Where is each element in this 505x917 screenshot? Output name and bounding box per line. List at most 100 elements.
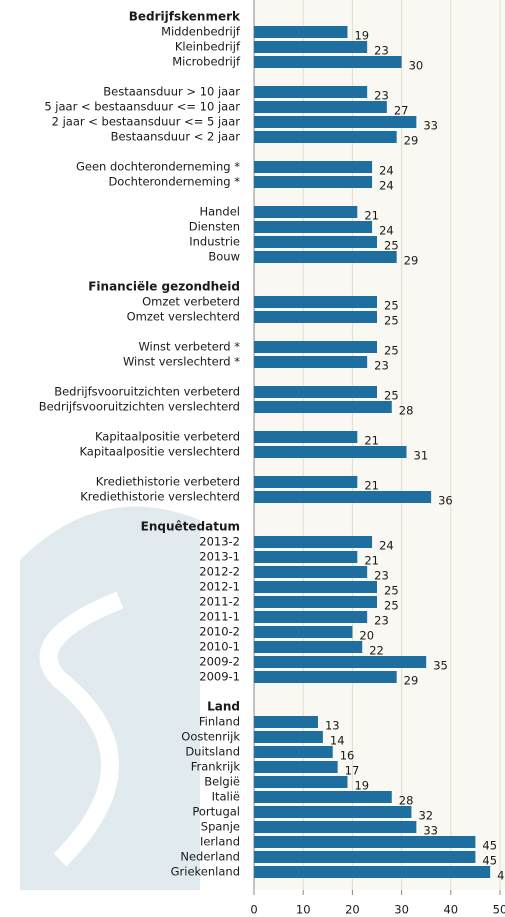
bar <box>254 221 373 233</box>
section-heading: Land <box>207 700 240 714</box>
category-label: 2009-2 <box>199 655 240 669</box>
category-label: Dochteronderneming * <box>108 175 240 189</box>
value-label: 45 <box>482 839 497 853</box>
bar <box>254 401 392 413</box>
value-label: 29 <box>404 674 419 688</box>
bar <box>254 161 373 173</box>
value-label: 23 <box>374 359 389 373</box>
category-label: Middenbedrijf <box>161 25 241 39</box>
value-label: 19 <box>354 779 369 793</box>
section-heading: Financiële gezondheid <box>88 280 240 294</box>
value-label: 25 <box>384 299 399 313</box>
category-label: 2013-2 <box>199 535 240 549</box>
bar <box>254 431 358 443</box>
value-label: 23 <box>374 44 389 58</box>
value-label: 21 <box>364 434 379 448</box>
category-label: 2011-1 <box>199 610 240 624</box>
value-label: 14 <box>330 734 345 748</box>
category-label: Frankrijk <box>191 760 241 774</box>
bar <box>254 716 318 728</box>
bar <box>254 641 363 653</box>
category-label: Bestaansduur > 10 jaar <box>103 85 240 99</box>
category-label: Kapitaalpositie verbeterd <box>95 430 240 444</box>
category-label: Krediethistorie verslechterd <box>80 490 240 504</box>
value-label: 29 <box>404 134 419 148</box>
category-label: Handel <box>199 205 240 219</box>
x-tick-label: 40 <box>443 903 458 917</box>
bar <box>254 566 368 578</box>
value-label: 48 <box>497 869 505 883</box>
bar <box>254 626 353 638</box>
value-label: 24 <box>379 179 394 193</box>
category-label: 5 jaar < bestaansduur <= 10 jaar <box>44 100 240 114</box>
value-label: 25 <box>384 239 399 253</box>
category-label: Microbedrijf <box>172 55 241 69</box>
value-label: 35 <box>433 659 448 673</box>
category-label: Spanje <box>201 820 240 834</box>
value-label: 24 <box>379 224 394 238</box>
watermark <box>20 506 200 890</box>
category-label: Ierland <box>200 835 240 849</box>
value-label: 28 <box>399 794 414 808</box>
bar <box>254 836 476 848</box>
value-label: 17 <box>345 764 360 778</box>
category-label: Geen dochteronderneming * <box>76 160 240 174</box>
category-label: Industrie <box>189 235 240 249</box>
bar <box>254 761 338 773</box>
category-label: 2009-1 <box>199 670 240 684</box>
category-label: Portugal <box>192 805 240 819</box>
value-label: 36 <box>438 494 453 508</box>
category-label: Krediethistorie verbeterd <box>96 475 240 489</box>
value-label: 27 <box>394 104 409 118</box>
category-label: Omzet verbeterd <box>142 295 240 309</box>
category-label: Winst verslechterd * <box>123 355 240 369</box>
value-label: 28 <box>399 404 414 418</box>
bar <box>254 56 402 68</box>
value-label: 21 <box>364 209 379 223</box>
bar <box>254 251 397 263</box>
bar <box>254 176 373 188</box>
value-label: 25 <box>384 344 399 358</box>
value-label: 25 <box>384 389 399 403</box>
value-label: 45 <box>482 854 497 868</box>
bar <box>254 821 417 833</box>
category-label: Bestaansduur < 2 jaar <box>111 130 241 144</box>
value-label: 24 <box>379 539 394 553</box>
category-label: Oostenrijk <box>181 730 240 744</box>
category-label: 2010-2 <box>199 625 240 639</box>
value-label: 30 <box>409 59 424 73</box>
category-label: 2013-1 <box>199 550 240 564</box>
bar <box>254 446 407 458</box>
category-label: Bouw <box>208 250 240 264</box>
value-label: 23 <box>374 614 389 628</box>
category-label: 2011-2 <box>199 595 240 609</box>
x-tick-label: 30 <box>394 903 409 917</box>
category-label: 2012-2 <box>199 565 240 579</box>
category-label: Omzet verslechterd <box>127 310 240 324</box>
bar <box>254 551 358 563</box>
bar <box>254 581 377 593</box>
value-label: 25 <box>384 314 399 328</box>
value-label: 33 <box>423 824 438 838</box>
value-label: 29 <box>404 254 419 268</box>
bar <box>254 236 377 248</box>
value-label: 22 <box>369 644 384 658</box>
bar <box>254 536 373 548</box>
value-label: 13 <box>325 719 340 733</box>
value-label: 25 <box>384 599 399 613</box>
bar <box>254 656 427 668</box>
category-label: Italië <box>212 790 240 804</box>
bar <box>254 41 368 53</box>
bar <box>254 101 387 113</box>
x-tick-label: 20 <box>345 903 360 917</box>
value-label: 20 <box>359 629 374 643</box>
bar <box>254 491 432 503</box>
category-label: Finland <box>199 715 240 729</box>
value-label: 21 <box>364 479 379 493</box>
bar <box>254 26 348 38</box>
bar <box>254 311 377 323</box>
category-label: Bedrijfsvooruitzichten verbeterd <box>54 385 240 399</box>
value-label: 33 <box>423 119 438 133</box>
value-label: 25 <box>384 584 399 598</box>
bar <box>254 746 333 758</box>
